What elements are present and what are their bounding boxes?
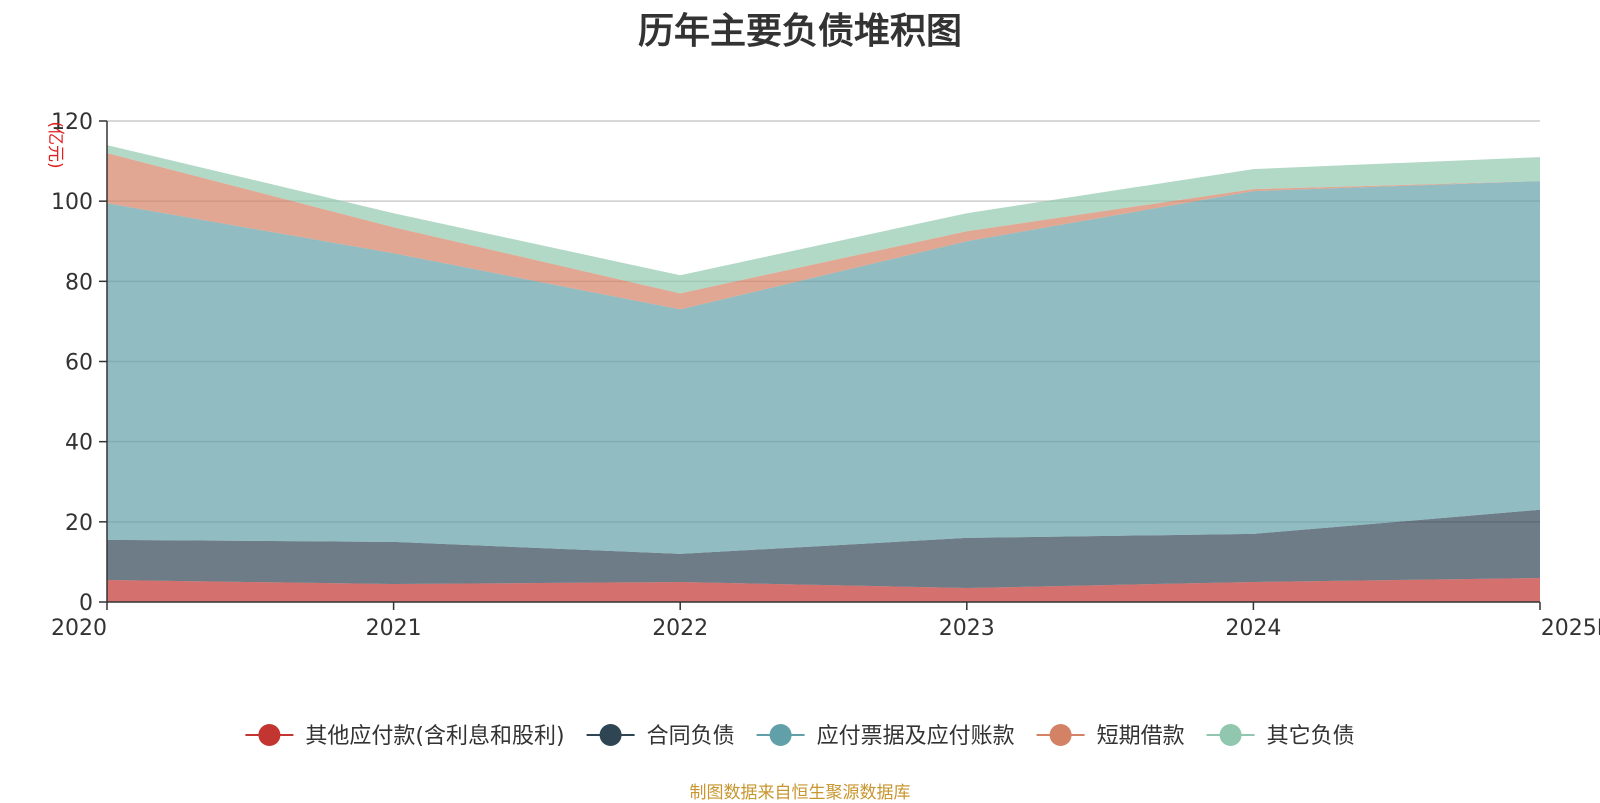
- legend-marker: [769, 724, 792, 746]
- stacked-areas: [107, 145, 1540, 602]
- area-series: [107, 181, 1540, 554]
- legend-label: 短期借款: [1097, 724, 1185, 749]
- y-tick-label: 40: [65, 431, 93, 456]
- legend-marker: [1049, 724, 1072, 746]
- area-series: [107, 578, 1540, 602]
- legend-label: 其它负债: [1267, 724, 1355, 749]
- legend-marker: [258, 724, 281, 746]
- source-note: 制图数据来自恒生聚源数据库: [689, 783, 911, 803]
- area-series: [107, 509, 1540, 588]
- y-tick-label: 0: [79, 591, 93, 616]
- y-tick-label: 100: [51, 190, 93, 215]
- x-tick-label: 2025H1: [1541, 616, 1600, 641]
- legend-label: 应付票据及应付账款: [817, 724, 1015, 749]
- area-series: [107, 153, 1540, 310]
- legend-item: 应付票据及应付账款: [756, 724, 1015, 749]
- x-tick-label: 2024: [1225, 616, 1281, 641]
- legend-marker: [599, 724, 622, 746]
- x-tick-label: 2020: [51, 616, 107, 641]
- legend: 其他应付款(含利息和股利) 合同负债 应付票据及应付账款 短期借款 其它负债: [245, 724, 1355, 749]
- x-tick-label: 2022: [652, 616, 708, 641]
- chart-title: 历年主要负债堆积图: [637, 11, 962, 52]
- x-tick-label: 2023: [939, 616, 995, 641]
- axes: 0 20 40 60 80 100 120 2020 2021 2022 2023 2024 2025H…: [51, 110, 1600, 641]
- legend-item: 合同负债: [586, 724, 735, 749]
- legend-item: 短期借款: [1036, 724, 1185, 749]
- legend-label: 合同负债: [647, 724, 735, 749]
- legend-marker: [1219, 724, 1242, 746]
- area-series: [107, 145, 1540, 294]
- y-tick-label: 60: [65, 351, 93, 376]
- y-tick-label: 20: [65, 511, 93, 536]
- y-axis-unit-label: (亿元): [45, 121, 65, 168]
- y-tick-label: 80: [65, 270, 93, 295]
- x-tick-label: 2021: [366, 616, 422, 641]
- legend-label: 其他应付款(含利息和股利): [305, 724, 564, 749]
- y-tick-label: 120: [51, 110, 93, 135]
- legend-item: 其它负债: [1206, 724, 1355, 749]
- legend-item: 其他应付款(含利息和股利): [245, 724, 565, 749]
